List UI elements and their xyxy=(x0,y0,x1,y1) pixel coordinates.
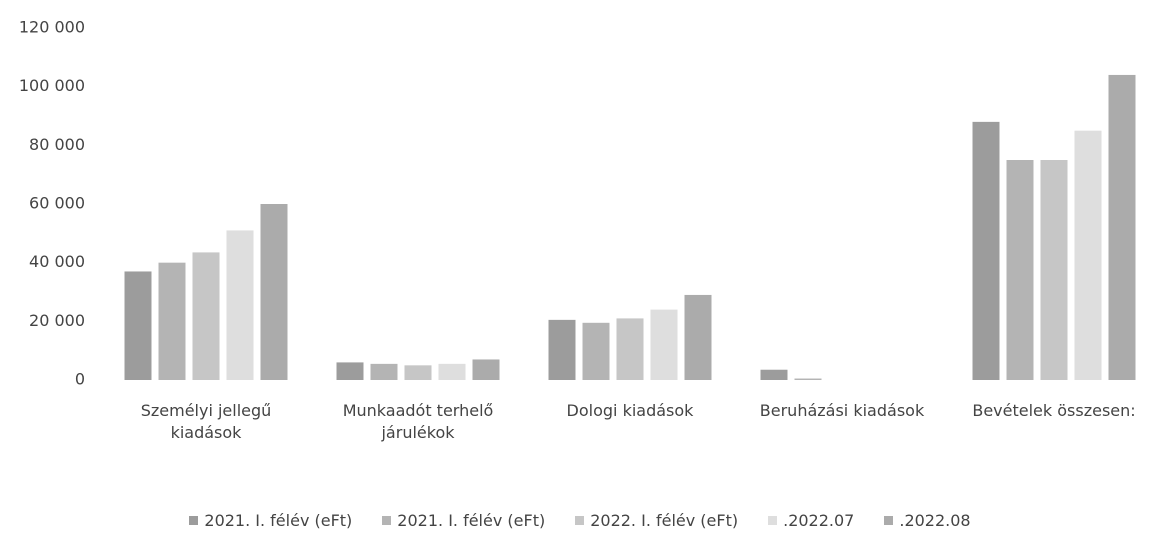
bar xyxy=(336,362,364,380)
legend-label: .2022.08 xyxy=(899,511,971,530)
bar xyxy=(124,271,152,380)
legend-swatch xyxy=(884,516,894,525)
y-tick-label: 120 000 xyxy=(19,18,85,37)
x-tick-label: Beruházási kiadások xyxy=(759,401,925,420)
bar xyxy=(582,322,610,380)
y-tick-label: 60 000 xyxy=(29,194,85,213)
x-tick-label: Személyi jellegű kiadások xyxy=(140,401,272,442)
bar xyxy=(684,294,712,380)
bar xyxy=(650,309,678,380)
bar xyxy=(760,369,788,380)
legend-swatch xyxy=(189,516,199,525)
bar xyxy=(1006,160,1034,380)
y-tick-label: 100 000 xyxy=(19,76,85,95)
bar xyxy=(794,378,822,380)
bar xyxy=(438,363,466,380)
legend-item: 2022. I. félév (eFt) xyxy=(575,511,738,530)
bar xyxy=(548,319,576,380)
legend-swatch xyxy=(382,516,392,525)
bar xyxy=(1074,130,1102,380)
legend-label: 2021. I. félév (eFt) xyxy=(204,511,353,530)
legend-swatch xyxy=(575,516,585,525)
legend-label: .2022.07 xyxy=(783,511,855,530)
bar xyxy=(616,318,644,380)
bar xyxy=(472,359,500,380)
bar xyxy=(370,363,398,380)
x-tick-label: Munkaadót terhelő járulékok xyxy=(342,401,494,442)
x-tick-label: Bevételek összesen: xyxy=(972,401,1136,420)
legend-label: 2021. I. félév (eFt) xyxy=(397,511,546,530)
y-tick-label: 40 000 xyxy=(29,252,85,271)
legend-item: 2021. I. félév (eFt) xyxy=(189,511,352,530)
y-tick-label: 20 000 xyxy=(29,311,85,330)
bar xyxy=(972,121,1000,380)
y-tick-label: 0 xyxy=(75,370,85,389)
bar xyxy=(192,252,220,380)
y-tick-label: 80 000 xyxy=(29,135,85,154)
legend-swatch xyxy=(768,516,778,525)
bar xyxy=(1108,74,1136,380)
legend: 2021. I. félév (eFt) 2021. I. félév (eFt)… xyxy=(0,511,1160,530)
legend-item: .2022.08 xyxy=(884,511,971,530)
legend-item: 2021. I. félév (eFt) xyxy=(382,511,545,530)
legend-item: .2022.07 xyxy=(768,511,854,530)
x-tick-label: Dologi kiadások xyxy=(566,401,694,420)
bar xyxy=(1040,160,1068,380)
bar xyxy=(158,262,186,380)
bar xyxy=(404,365,432,380)
bar xyxy=(226,230,254,380)
legend-label: 2022. I. félév (eFt) xyxy=(590,511,739,530)
bar xyxy=(260,204,288,380)
